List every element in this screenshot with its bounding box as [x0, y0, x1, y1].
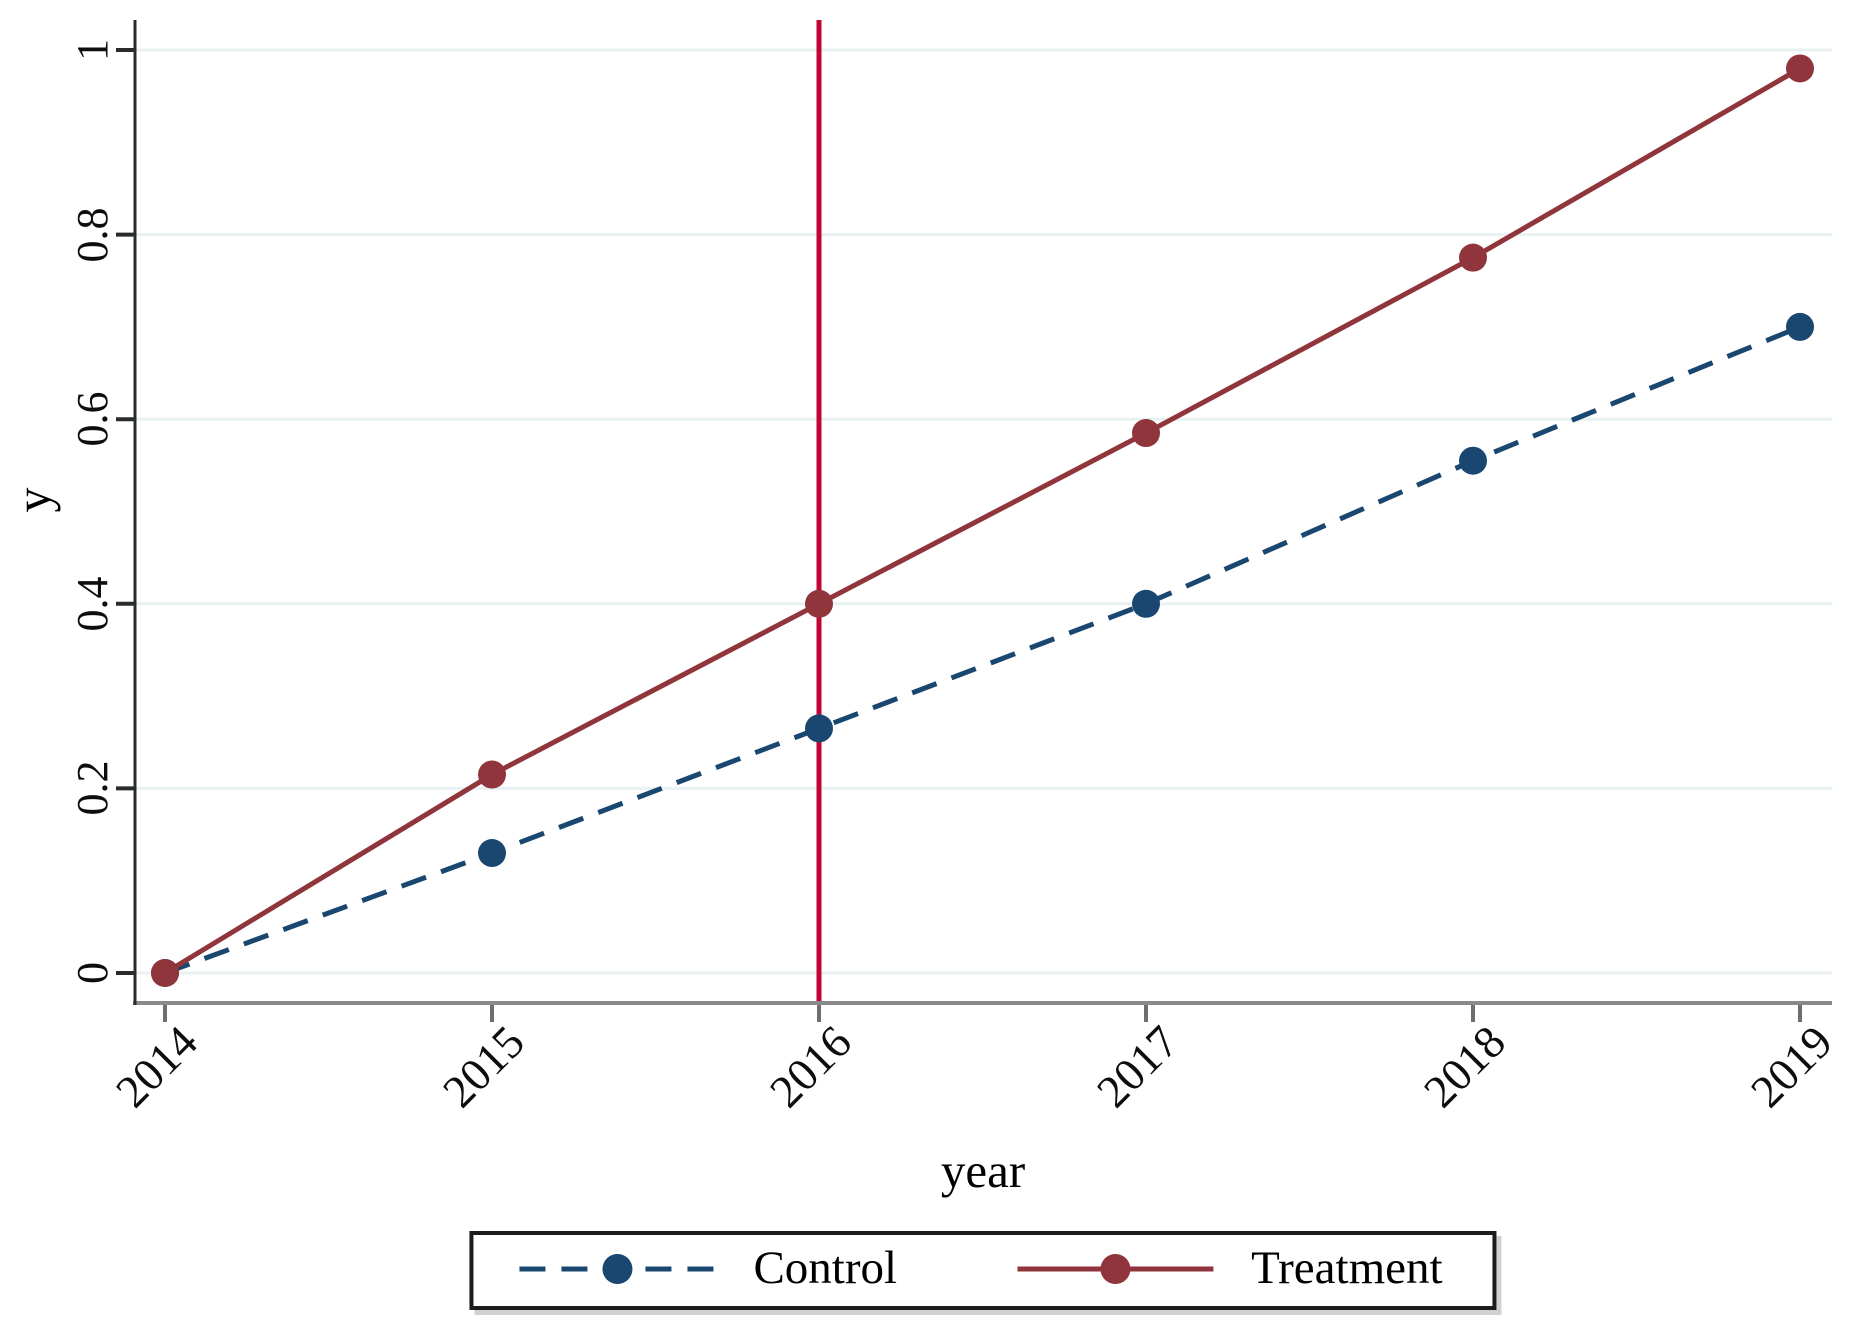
data-point-marker-control — [1132, 589, 1160, 618]
y-axis-title: y — [5, 487, 61, 513]
y-tick-label: 0.6 — [68, 391, 117, 447]
y-tick-label: 0.8 — [68, 207, 117, 263]
data-point-marker-treatment — [1459, 243, 1487, 272]
x-axis-title: year — [940, 1143, 1026, 1198]
treatment-line-sample-icon — [1017, 1253, 1214, 1284]
legend-item-treatment: Treatment — [1015, 1242, 1443, 1294]
control-line-sample-icon — [519, 1253, 716, 1284]
series-line-control — [164, 324, 1801, 976]
data-point-marker-treatment — [478, 760, 506, 789]
data-point-marker-treatment — [805, 589, 833, 618]
legend-label-control: Control — [753, 1242, 898, 1294]
data-point-marker-control — [1786, 312, 1814, 341]
legend-item-control: Control — [517, 1245, 897, 1292]
data-point-marker-treatment — [1786, 54, 1814, 83]
y-tick-label: 0 — [68, 962, 117, 984]
legend-label-treatment: Treatment — [1251, 1242, 1443, 1294]
data-point-marker-treatment — [151, 959, 179, 987]
data-point-marker-control — [805, 714, 833, 743]
y-tick-label: 0.2 — [68, 760, 117, 816]
y-tick-label: 0.4 — [68, 576, 117, 632]
data-point-marker-control — [1459, 446, 1487, 475]
y-tick-label: 1 — [68, 39, 117, 61]
data-point-marker-control — [478, 839, 506, 868]
series-line-treatment — [163, 66, 1802, 976]
data-point-marker-treatment — [1132, 419, 1160, 448]
legend: Control Treatment — [469, 1231, 1497, 1310]
